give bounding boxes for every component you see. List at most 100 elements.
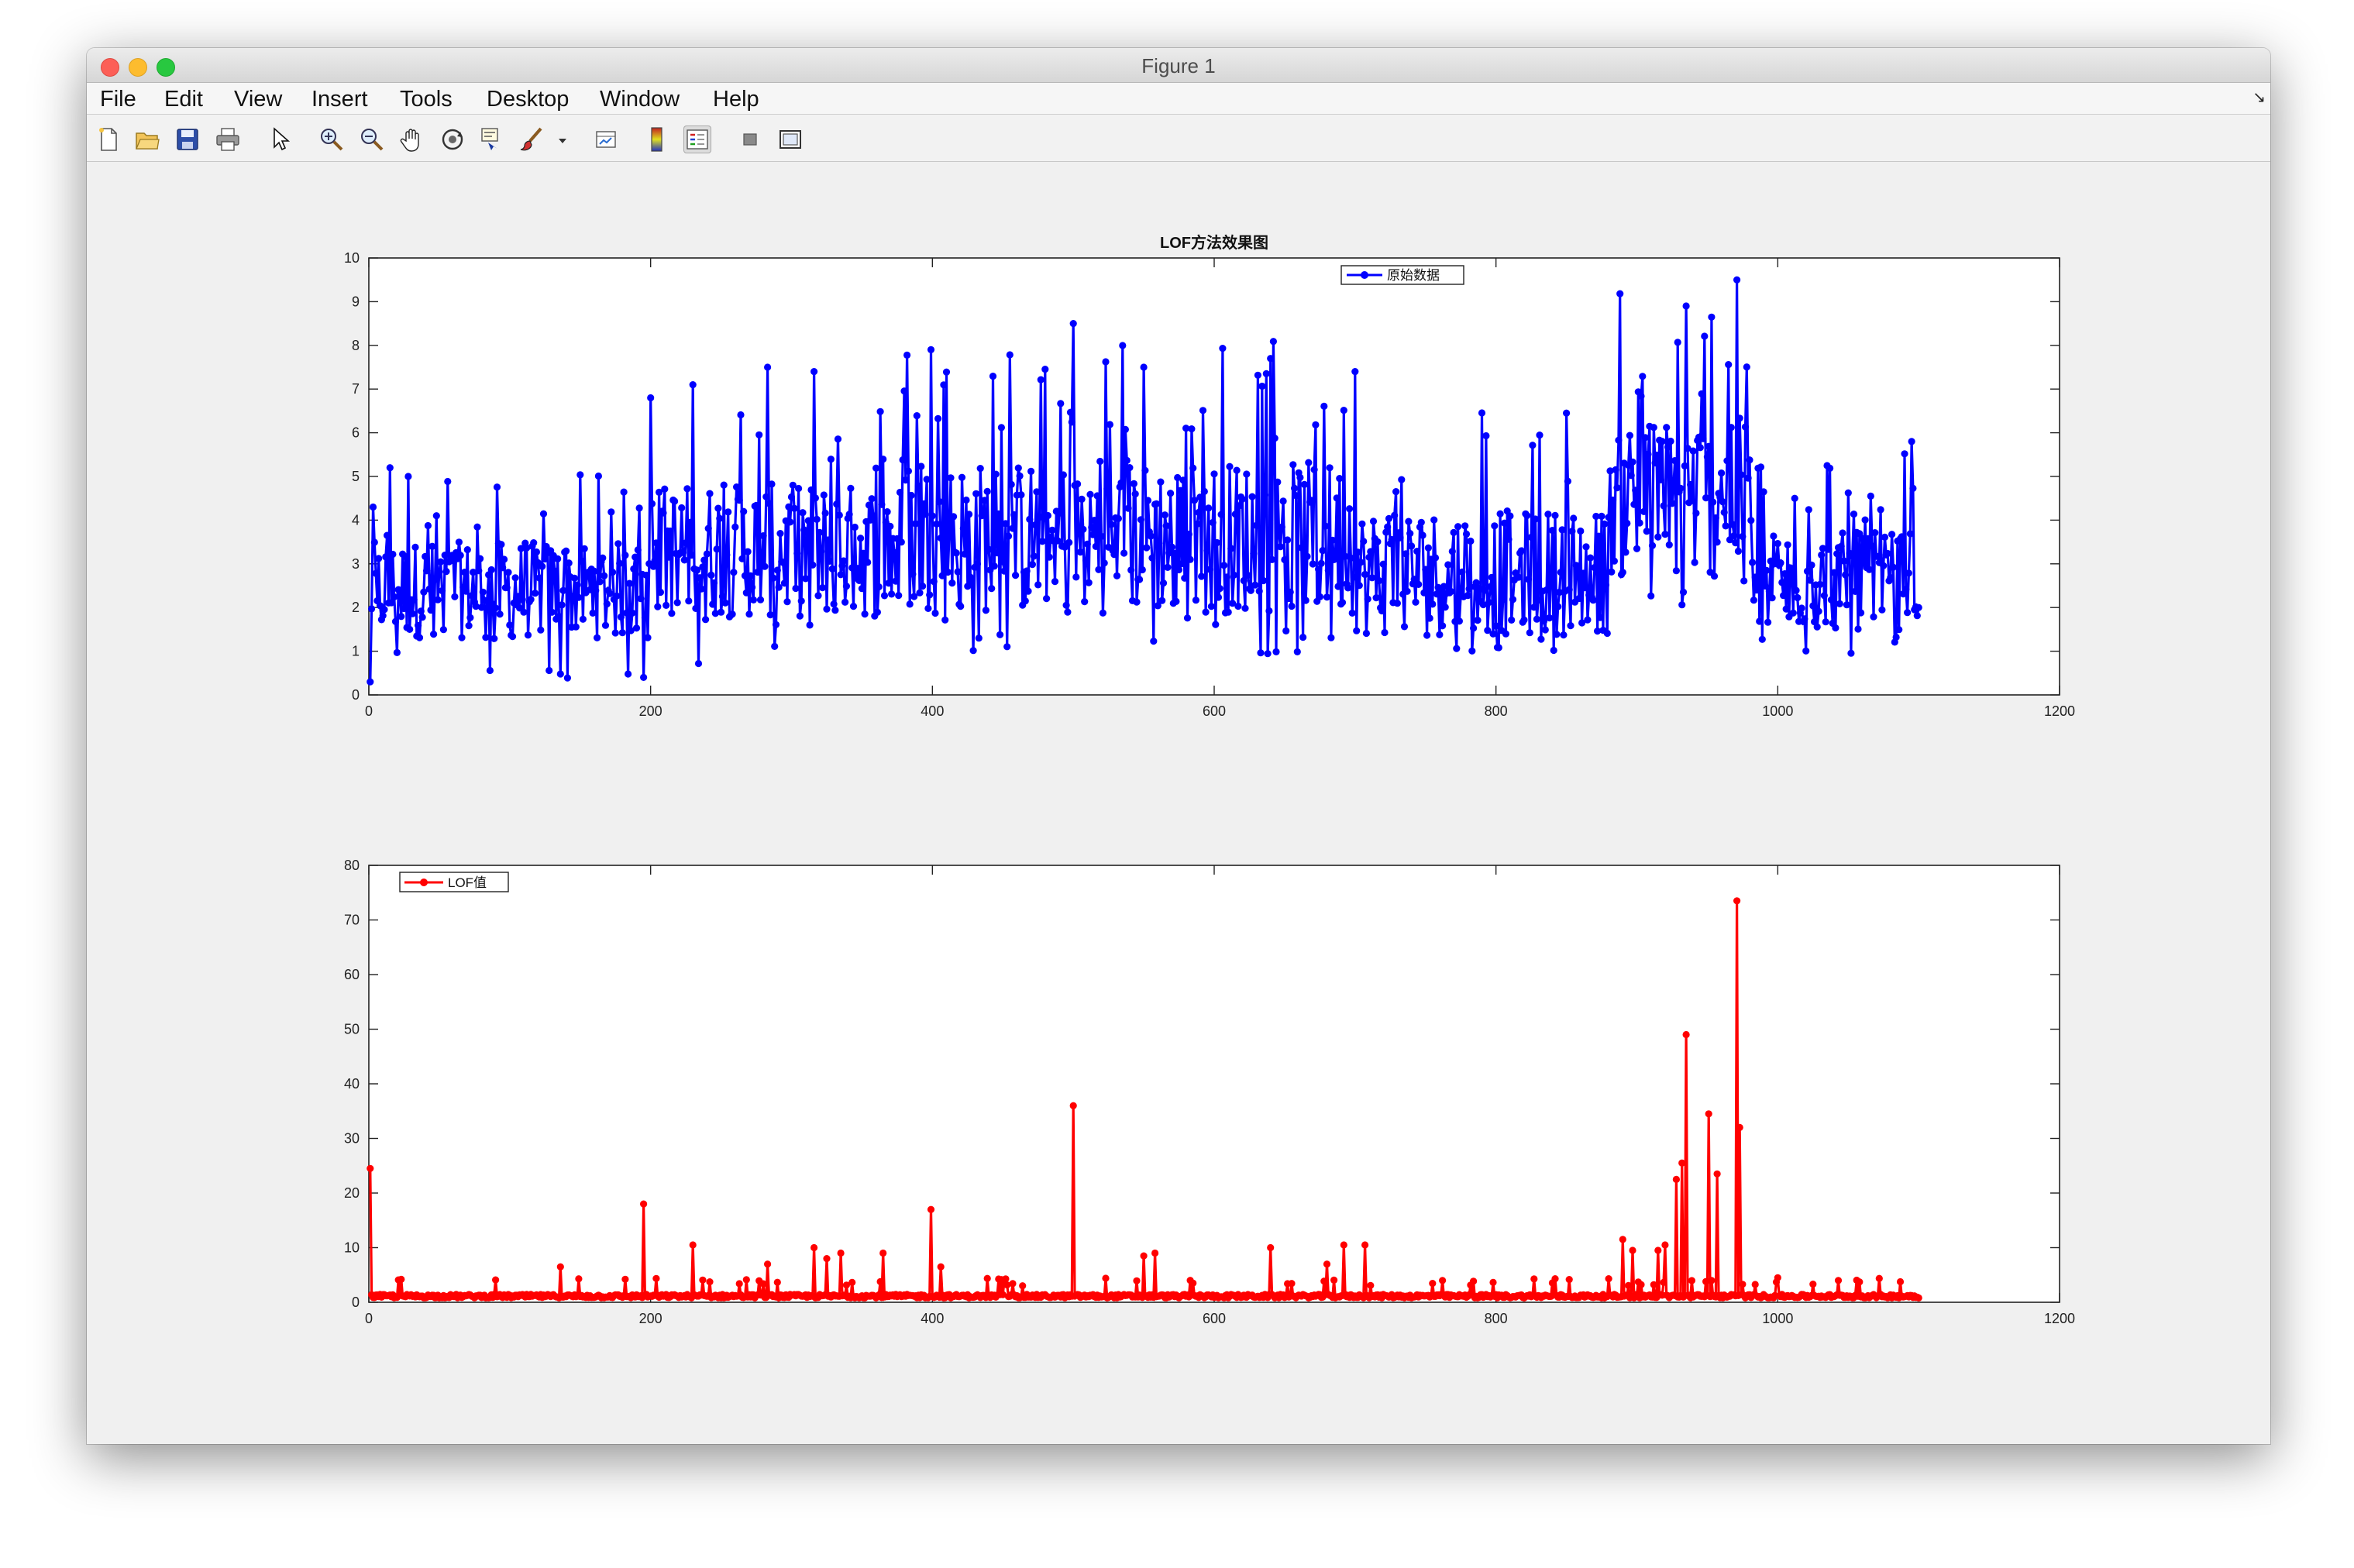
bottom-xtick-label: 400 bbox=[921, 1311, 944, 1326]
original-data-point bbox=[1189, 464, 1197, 472]
original-data-point bbox=[1623, 519, 1631, 528]
original-data-point bbox=[1633, 545, 1641, 552]
colorbar-icon[interactable] bbox=[643, 126, 671, 153]
save-icon[interactable] bbox=[174, 126, 201, 153]
hide-plot-tools-icon[interactable] bbox=[736, 126, 764, 153]
original-data-point bbox=[718, 593, 727, 600]
original-data-point bbox=[1384, 523, 1392, 531]
open-file-icon[interactable] bbox=[133, 126, 161, 153]
original-data-point bbox=[810, 368, 818, 376]
zoom-in-icon[interactable] bbox=[318, 126, 346, 153]
data-cursor-icon[interactable] bbox=[477, 126, 505, 153]
original-data-point bbox=[904, 467, 912, 475]
dock-arrow-icon[interactable]: ↘ bbox=[2252, 89, 2266, 106]
axes-top: LOF方法效果图 0 200 400 600 800 1000 1200 0 1 2 3 4 5 6 7 8 9… bbox=[344, 233, 2075, 719]
pan-icon[interactable] bbox=[398, 126, 426, 153]
original-data-point bbox=[685, 597, 693, 605]
original-data-point bbox=[885, 579, 893, 587]
original-data-point bbox=[1508, 616, 1516, 624]
original-data-point bbox=[1402, 550, 1409, 558]
original-data-point bbox=[1207, 603, 1215, 610]
original-data-point bbox=[740, 507, 748, 515]
lof-value-point bbox=[689, 1241, 697, 1249]
show-plot-tools-icon[interactable] bbox=[776, 126, 804, 153]
menu-view[interactable]: View bbox=[234, 87, 283, 112]
original-data-point bbox=[1276, 543, 1285, 551]
original-data-point bbox=[1691, 559, 1698, 566]
menu-window[interactable]: Window bbox=[600, 87, 680, 112]
original-data-point bbox=[1278, 523, 1285, 531]
original-data-point bbox=[1038, 538, 1046, 545]
legend-icon[interactable] bbox=[683, 126, 711, 153]
original-data-point bbox=[1836, 600, 1843, 608]
bottom-ytick-label: 40 bbox=[344, 1076, 360, 1092]
original-data-point bbox=[954, 568, 962, 576]
lof-value-point bbox=[1019, 1282, 1027, 1290]
top-ytick-label: 7 bbox=[352, 381, 360, 397]
original-data-point bbox=[1558, 526, 1566, 534]
original-data-point bbox=[942, 368, 951, 376]
original-data-point bbox=[820, 491, 828, 499]
menu-tools[interactable]: Tools bbox=[400, 87, 453, 112]
lof-value-point bbox=[1678, 1159, 1686, 1167]
original-data-point bbox=[1027, 467, 1035, 476]
zoom-button[interactable] bbox=[157, 58, 175, 77]
menu-file[interactable]: File bbox=[100, 87, 136, 112]
original-data-point bbox=[484, 597, 491, 604]
original-data-point bbox=[1774, 540, 1781, 548]
series-markers-lof bbox=[367, 897, 1922, 1302]
close-button[interactable] bbox=[101, 58, 119, 77]
minimize-button[interactable] bbox=[129, 58, 147, 77]
original-data-point bbox=[731, 523, 739, 531]
original-data-point bbox=[654, 603, 662, 610]
original-data-point bbox=[1010, 511, 1018, 519]
original-data-point bbox=[1317, 559, 1325, 567]
original-data-point bbox=[679, 548, 687, 556]
menu-edit[interactable]: Edit bbox=[164, 87, 203, 112]
original-data-point bbox=[861, 610, 869, 618]
menu-insert[interactable]: Insert bbox=[311, 87, 368, 112]
original-data-point bbox=[1524, 576, 1533, 583]
original-data-point bbox=[418, 614, 426, 621]
original-data-point bbox=[1167, 490, 1175, 497]
lof-value-point bbox=[397, 1275, 405, 1283]
new-figure-icon[interactable] bbox=[95, 126, 122, 153]
original-data-point bbox=[1100, 559, 1108, 567]
original-data-point bbox=[551, 567, 559, 575]
lof-value-point bbox=[1340, 1241, 1347, 1249]
original-data-point bbox=[749, 596, 758, 604]
rotate-3d-icon[interactable] bbox=[439, 126, 466, 153]
menu-desktop[interactable]: Desktop bbox=[487, 87, 570, 112]
original-data-point bbox=[1505, 535, 1513, 543]
original-data-point bbox=[934, 414, 942, 423]
original-data-point bbox=[921, 511, 929, 518]
original-data-point bbox=[1024, 587, 1032, 595]
original-data-point bbox=[1226, 462, 1234, 470]
lof-value-point bbox=[1605, 1275, 1612, 1283]
original-data-point bbox=[809, 561, 817, 569]
original-data-point bbox=[1778, 579, 1786, 586]
original-data-point bbox=[1178, 560, 1186, 568]
link-plot-icon[interactable] bbox=[592, 126, 620, 153]
original-data-point bbox=[993, 549, 1001, 557]
original-data-point bbox=[761, 562, 769, 570]
print-icon[interactable] bbox=[214, 126, 242, 153]
original-data-point bbox=[1901, 450, 1908, 458]
original-data-point bbox=[1584, 616, 1592, 624]
lof-value-point bbox=[1688, 1277, 1695, 1284]
original-data-point bbox=[1598, 512, 1605, 521]
brush-dropdown-icon[interactable] bbox=[549, 126, 566, 153]
original-data-point bbox=[858, 585, 866, 593]
zoom-out-icon[interactable] bbox=[358, 126, 386, 153]
pointer-icon[interactable] bbox=[267, 126, 294, 153]
original-data-point bbox=[1478, 409, 1486, 417]
original-data-point bbox=[735, 497, 743, 504]
lof-value-point bbox=[823, 1255, 831, 1263]
original-data-point bbox=[1612, 466, 1619, 474]
original-data-point bbox=[1426, 614, 1433, 622]
original-data-point bbox=[1874, 552, 1881, 561]
original-data-point bbox=[1012, 572, 1020, 579]
brush-icon[interactable] bbox=[518, 126, 545, 153]
menu-help[interactable]: Help bbox=[713, 87, 759, 112]
original-data-point bbox=[682, 539, 690, 547]
